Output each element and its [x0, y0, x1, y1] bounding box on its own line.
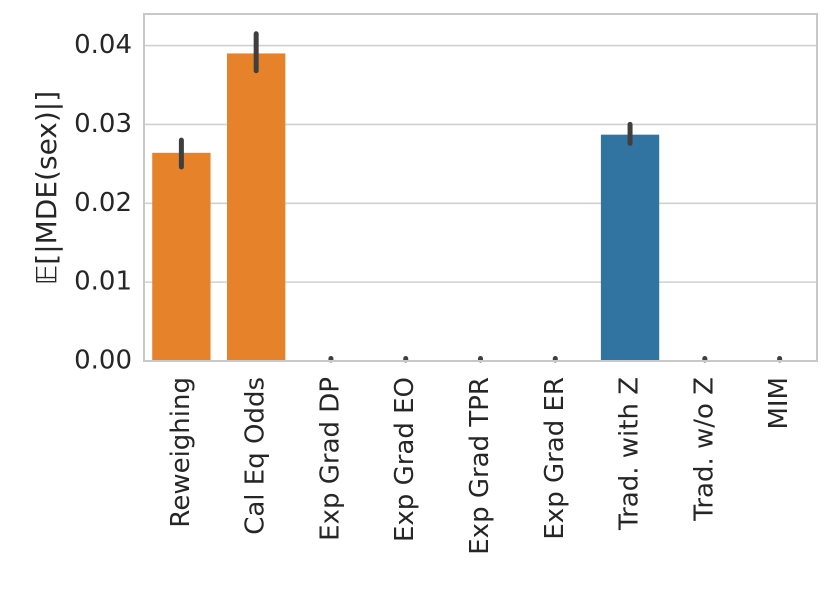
- x-tick-label: Cal Eq Odds: [241, 377, 271, 535]
- x-tick-labels: Reweighing Cal Eq Odds Exp Grad DP Exp Grad…: [166, 377, 794, 555]
- x-tick-label: Trad. w/o Z: [689, 377, 719, 522]
- bar: [227, 53, 286, 361]
- plot-frame: [143, 13, 818, 362]
- y-axis-label: 𝔼[|MDE(sex)|]: [30, 91, 63, 285]
- x-tick-label: Exp Grad EO: [390, 377, 420, 542]
- bars: [152, 53, 660, 361]
- bar: [600, 134, 660, 361]
- bar: [152, 152, 211, 361]
- error-bars: [178, 31, 783, 363]
- x-tick-label: Reweighing: [166, 377, 196, 528]
- y-tick-label: 0.01: [74, 267, 132, 297]
- y-tick-labels: 0.00 0.01 0.02 0.03 0.04: [74, 30, 132, 375]
- x-tick-label: MIM: [764, 377, 794, 430]
- x-tick-label: Exp Grad ER: [540, 377, 570, 540]
- x-tick-label: Exp Grad DP: [315, 377, 345, 541]
- x-tick-label: Trad. with Z: [615, 377, 645, 531]
- y-tick-label: 0.00: [74, 346, 132, 376]
- y-tick-label: 0.02: [74, 188, 132, 218]
- y-tick-label: 0.03: [74, 109, 132, 139]
- y-tick-label: 0.04: [74, 30, 132, 60]
- x-tick-label: Exp Grad TPR: [465, 377, 495, 555]
